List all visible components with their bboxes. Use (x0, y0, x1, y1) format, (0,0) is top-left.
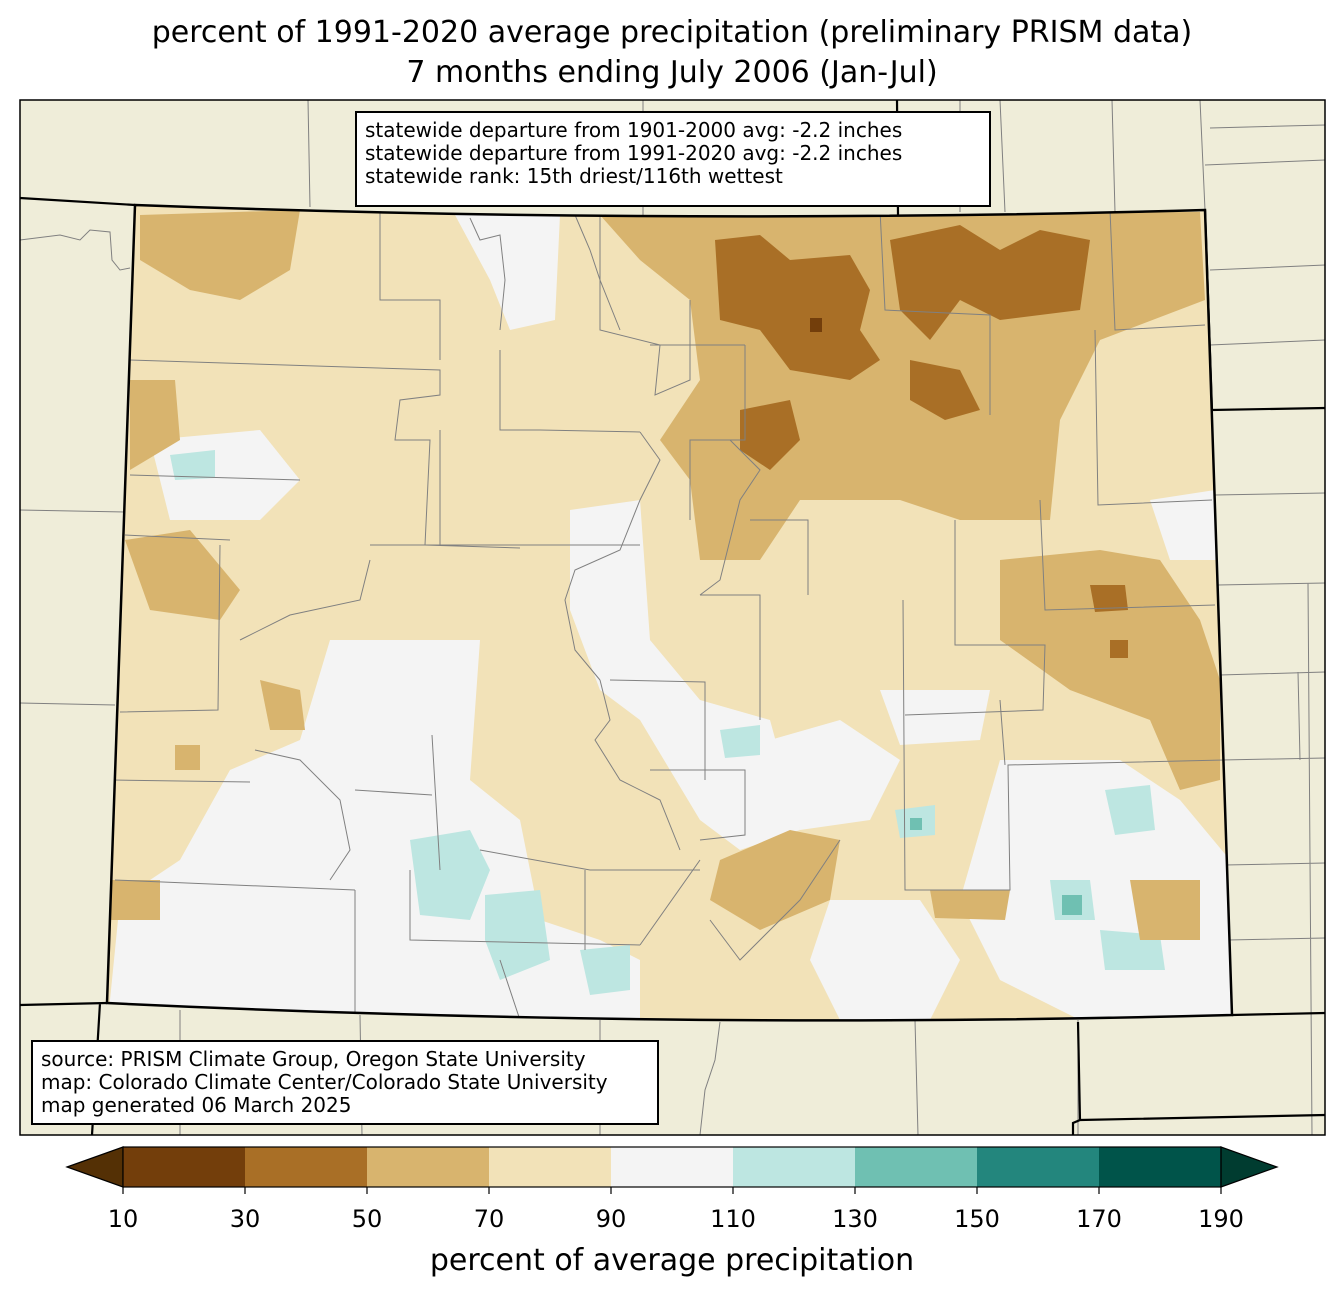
colorbar-segment (489, 1147, 612, 1187)
colorbar-outline (122, 1146, 1222, 1188)
credits-line-1: source: PRISM Climate Group, Oregon Stat… (41, 1047, 586, 1071)
credits-line-2: map: Colorado Climate Center/Colorado St… (41, 1070, 608, 1094)
colorbar-label: percent of average precipitation (429, 1243, 915, 1278)
colorbar-segment (245, 1147, 368, 1187)
county-lines (111, 209, 1226, 1021)
colorbar-tick-label: 10 (107, 1205, 139, 1233)
statewide-stats-box: statewide departure from 1901-2000 avg: … (355, 111, 991, 207)
precipitation-field (107, 205, 1232, 1021)
colorbar-tick-label: 90 (595, 1205, 627, 1233)
colorbar-tick-label: 70 (473, 1205, 505, 1233)
credits-line-3: map generated 06 March 2025 (41, 1093, 352, 1117)
colorbar-under-arrow (65, 1146, 124, 1188)
colorbar-segment (611, 1147, 734, 1187)
colorbar-segment (855, 1147, 978, 1187)
stats-line-2: statewide departure from 1991-2020 avg: … (365, 141, 903, 165)
stats-line-3: statewide rank: 15th driest/116th wettes… (365, 164, 783, 188)
colorbar-segment (123, 1147, 246, 1187)
colorbar-segment (1099, 1147, 1222, 1187)
colorbar-tick-label: 190 (1198, 1205, 1244, 1233)
colorbar-segment (977, 1147, 1100, 1187)
map-title-line1: percent of 1991-2020 average precipitati… (151, 15, 1193, 50)
colorbar-segment (733, 1147, 856, 1187)
colorado-border (105, 203, 1234, 1022)
colorbar-tick-label: 130 (832, 1205, 878, 1233)
map-frame (19, 99, 1326, 1136)
map-title-line2: 7 months ending July 2006 (Jan-Jul) (406, 55, 938, 90)
stats-line-1: statewide departure from 1901-2000 avg: … (365, 118, 903, 142)
colorbar-segment (367, 1147, 490, 1187)
colorbar-over-arrow (1220, 1146, 1279, 1188)
colorbar-tick-label: 30 (229, 1205, 261, 1233)
credits-box: source: PRISM Climate Group, Oregon Stat… (31, 1040, 659, 1125)
colorbar-tick-label: 150 (954, 1205, 1000, 1233)
colorbar-tick-label: 110 (710, 1205, 756, 1233)
colorbar (65, 1146, 1279, 1194)
colorbar-tick-label: 170 (1076, 1205, 1122, 1233)
colorbar-tick-label: 50 (351, 1205, 383, 1233)
